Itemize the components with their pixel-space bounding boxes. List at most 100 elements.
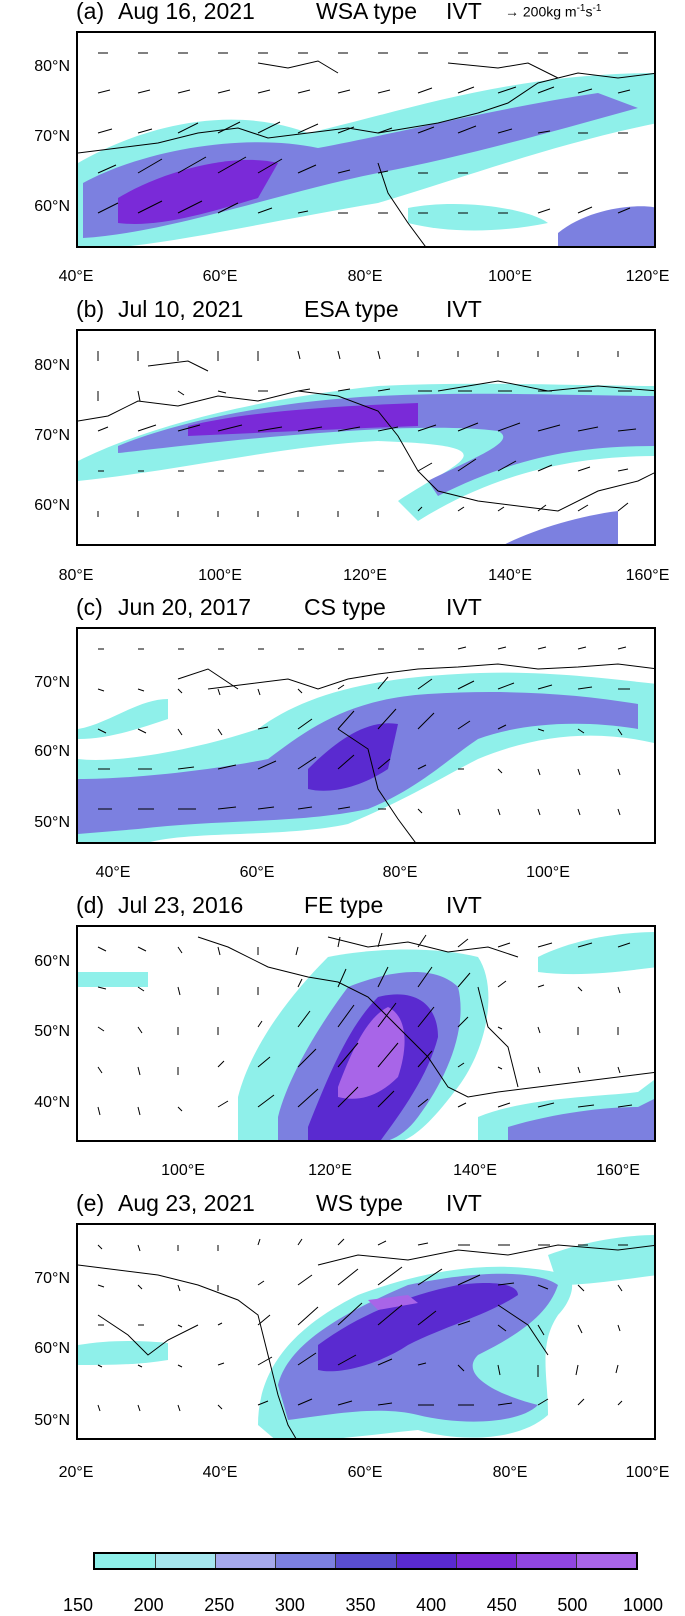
lon-tick: 140°E [488, 567, 532, 584]
lat-tick: 70°N [34, 427, 70, 444]
lon-tick: 100°E [488, 268, 532, 285]
lon-tick: 60°E [347, 1464, 383, 1481]
lat-tick: 70°N [34, 128, 70, 145]
arrow-right-icon: → [505, 3, 519, 20]
map-a-svg [78, 52, 654, 246]
vector-field [97, 646, 630, 816]
panel-date: Aug 16, 2021 [118, 0, 255, 24]
ivt-shading-low [78, 699, 168, 739]
lon-tick: 140°E [453, 1162, 497, 1179]
colorbar-segment [515, 1554, 578, 1568]
coastline-2 [327, 936, 519, 1088]
ivt-shading-south [505, 511, 618, 544]
lon-tick: 20°E [58, 1464, 94, 1481]
lon-tick: 80°E [58, 567, 94, 584]
ivt-shading-high [308, 723, 398, 791]
lat-tick: 50°N [34, 1023, 70, 1040]
vector-field [97, 1238, 628, 1412]
panel-variable: IVT [446, 1190, 482, 1216]
colorbar-segment [215, 1554, 278, 1568]
map-frame [76, 31, 656, 248]
panel-b: (b) Jul 10, 2021 ESA type IVT 80°N 70°N … [0, 296, 685, 600]
lon-tick: 100°E [161, 1162, 205, 1179]
colorbar-tick-label: 500 [557, 1595, 588, 1615]
reference-vector: → 200kg m-1s-1 [505, 3, 602, 20]
panel-a: (a) Aug 16, 2021 WSA type IVT → 200kg m-… [0, 0, 685, 300]
panel-label: (a) [76, 0, 105, 24]
colorbar-tick-label: 1000 [622, 1595, 664, 1615]
map-e-svg [78, 1235, 654, 1438]
colorbar-tick-label: 200 [133, 1595, 164, 1615]
panel-type: ESA type [304, 296, 399, 322]
lon-tick: 40°E [202, 1464, 238, 1481]
colorbar-tick-label: 350 [345, 1595, 376, 1615]
panel-date: Jul 10, 2021 [118, 296, 244, 322]
ivt-shading-peak [338, 1007, 405, 1099]
map-b-svg [78, 350, 654, 544]
ivt-shading-peak [368, 1295, 418, 1310]
colorbar-tick-label: 450 [486, 1595, 517, 1615]
panel-variable: IVT [446, 594, 482, 620]
panel-label: (e) [76, 1190, 105, 1216]
lon-tick: 120°E [308, 1162, 352, 1179]
lat-tick: 50°N [34, 814, 70, 831]
reference-vector-label: 200kg m [522, 3, 577, 20]
map-frame [76, 627, 656, 844]
lon-tick: 100°E [198, 567, 242, 584]
lon-tick: 100°E [526, 864, 570, 881]
map-frame [76, 329, 656, 546]
colorbar-segment [455, 1554, 518, 1568]
panel-date: Jul 23, 2016 [118, 892, 244, 918]
ivt-shading-east-mid [508, 1099, 654, 1140]
colorbar-tick-label: 250 [204, 1595, 235, 1615]
map-d-svg [78, 932, 654, 1140]
coastline-2 [177, 668, 416, 842]
coastline [78, 1264, 297, 1438]
lat-tick: 70°N [34, 674, 70, 691]
panel-e: (e) Aug 23, 2021 WS type IVT 70°N 60°N 5… [0, 1190, 685, 1520]
colorbar-segment [575, 1554, 636, 1568]
panel-d: (d) Jul 23, 2016 FE type IVT 60°N 50 [0, 892, 685, 1200]
lon-tick: 80°E [382, 864, 418, 881]
panel-label: (d) [76, 892, 105, 918]
lat-tick: 60°N [34, 497, 70, 514]
lon-tick: 60°E [202, 268, 238, 285]
colorbar-tick-label: 150 [62, 1595, 94, 1615]
coastline [78, 390, 654, 512]
panel-type: WS type [316, 1190, 403, 1216]
lon-tick: 160°E [596, 1162, 640, 1179]
colorbar-segment [275, 1554, 338, 1568]
map-frame [76, 1223, 656, 1440]
vector-field [97, 932, 633, 1116]
ivt-shading-ne [538, 932, 654, 975]
lon-tick: 60°E [239, 864, 275, 881]
lon-tick: 160°E [625, 567, 670, 584]
lat-tick: 60°N [34, 743, 70, 760]
lon-tick: 40°E [58, 268, 94, 285]
lon-tick: 120°E [343, 567, 387, 584]
vector-field [97, 350, 637, 517]
panel-date: Jun 20, 2017 [118, 594, 252, 620]
ivt-shading-high [118, 159, 278, 224]
lat-tick: 80°N [34, 58, 70, 75]
lat-tick: 40°N [34, 1094, 70, 1111]
lat-tick: 60°N [34, 198, 70, 215]
lon-tick: 100°E [625, 1464, 670, 1481]
panel-label: (c) [76, 594, 103, 620]
ivt-shading-low-west [78, 972, 148, 987]
colorbar-segment [155, 1554, 218, 1568]
colorbar-tick-label: 300 [274, 1595, 305, 1615]
colorbar-segment [95, 1554, 157, 1568]
lon-tick: 40°E [95, 864, 131, 881]
ivt-shading-south [558, 206, 654, 246]
ivt-shading-high [188, 403, 418, 436]
coastline [197, 936, 654, 1098]
panel-c: (c) Jun 20, 2017 CS type IVT 70°N 60°N 5… [0, 594, 685, 900]
colorbar-segment [335, 1554, 398, 1568]
colorbar-tick-label: 400 [416, 1595, 447, 1615]
lat-tick: 70°N [34, 1270, 70, 1287]
map-c-svg [78, 646, 654, 842]
coastline [207, 663, 654, 690]
panel-variable: IVT [446, 296, 482, 322]
lat-tick: 60°N [34, 1340, 70, 1357]
